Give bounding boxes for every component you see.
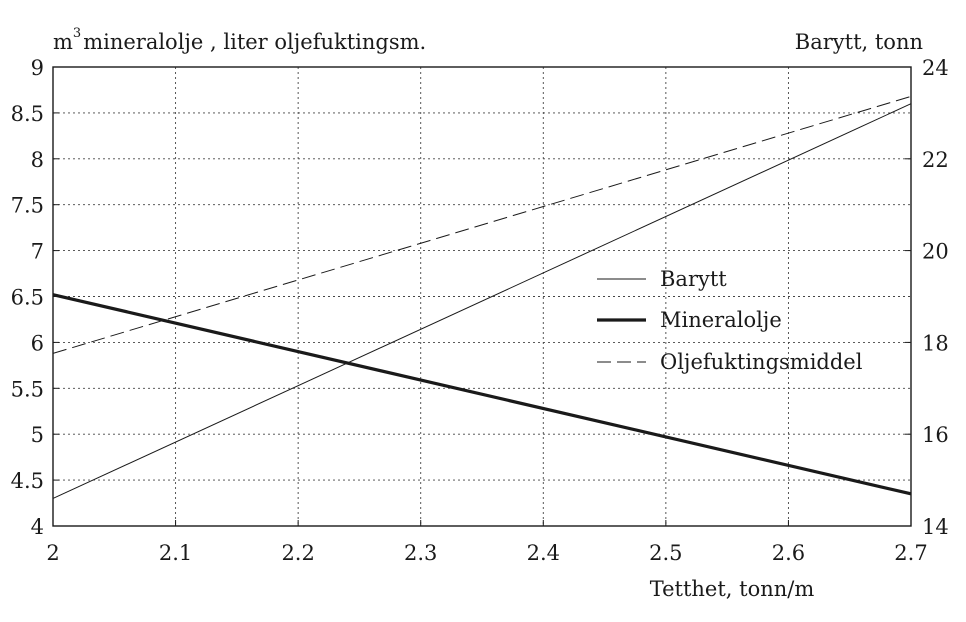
grid [53, 67, 911, 526]
y-right-tick-label: 14 [922, 515, 949, 539]
y-left-tick-label: 9 [31, 56, 44, 80]
y-left-tick-label: 8.5 [11, 102, 44, 126]
legend-label-mineralolje: Mineralolje [660, 308, 782, 332]
y-right-tick-label: 20 [922, 240, 949, 264]
x-tick-label: 2.7 [894, 541, 927, 565]
x-tick-label: 2.5 [649, 541, 682, 565]
y-right-tick-label: 22 [922, 148, 949, 172]
legend-label-barytt: Barytt [660, 267, 727, 291]
x-tick-label: 2 [46, 541, 59, 565]
y-left-tick-label: 7 [31, 240, 44, 264]
y-left-tick-label: 4 [31, 515, 44, 539]
y-left-tick-label: 5.5 [11, 377, 44, 401]
x-tick-label: 2.2 [281, 541, 314, 565]
legend-label-oljefuktingsmiddel: Oljefuktingsmiddel [660, 350, 863, 374]
series-line-oljefuktingsmiddel [52, 95, 912, 354]
series-line-barytt [52, 103, 912, 499]
y-left-tick-label: 4.5 [11, 469, 44, 493]
x-tick-label: 2.1 [159, 541, 192, 565]
series-line-mineralolje [52, 293, 912, 496]
y-right-tick-label: 16 [922, 423, 949, 447]
plot-frame [52, 66, 912, 527]
series-lines [52, 95, 912, 499]
y-right-axis-title: Barytt, tonn [795, 30, 923, 54]
x-tick-label: 2.3 [404, 541, 437, 565]
x-tick-label: 2.6 [772, 541, 805, 565]
y-left-axis-title: m3mineralolje , liter oljefuktingsm. [53, 26, 426, 54]
y-left-tick-label: 6.5 [11, 286, 44, 310]
legend: Barytt Mineralolje Oljefuktingsmiddel [597, 267, 863, 374]
y-right-tick-label: 24 [922, 56, 949, 80]
y-left-tick-label: 6 [31, 331, 44, 355]
x-axis-title: Tetthet, tonn/m [650, 577, 815, 601]
y-right-tick-label: 18 [922, 331, 949, 355]
x-tick-label: 2.4 [527, 541, 560, 565]
y-left-tick-label: 5 [31, 423, 44, 447]
y-left-tick-label: 7.5 [11, 194, 44, 218]
ticks: 2 2.1 2.2 2.3 2.4 2.5 2.6 2.7 4 4.5 5 5.5 6 6.5 7 7.5 8 8… [11, 56, 949, 565]
y-left-tick-label: 8 [31, 148, 44, 172]
